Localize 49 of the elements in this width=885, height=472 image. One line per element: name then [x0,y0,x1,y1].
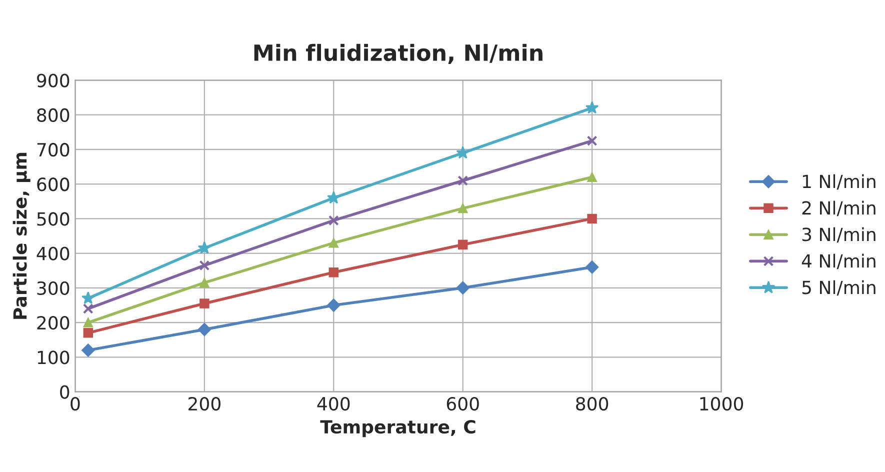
y-tick-label: 800 [37,108,70,122]
point [456,281,470,295]
point [327,190,340,204]
point [587,214,597,224]
y-tick-label: 400 [36,246,70,260]
point [585,260,599,274]
point [200,298,210,308]
x-tick-label: 600 [446,396,479,411]
point [456,146,470,159]
y-tick-label: 0 [60,385,70,399]
point [83,328,94,338]
x-axis-title: Temperature, C [320,420,476,438]
legend-label: 1 Nl/min [802,174,876,190]
point [82,303,94,314]
x-tick-label: 400 [317,396,350,411]
point [198,241,212,254]
y-tick-label: 100 [38,350,70,364]
y-tick-label: 900 [37,74,70,88]
point [587,172,597,182]
legend-label: 5 Nl/min [802,280,876,296]
point [327,298,340,312]
x-tick-label: 1000 [700,396,744,411]
point [328,238,339,248]
point [458,203,468,214]
y-tick-label: 200 [37,316,70,330]
point [83,318,94,328]
point [82,291,95,304]
point [458,175,468,186]
legend-label: 2 Nl/min [802,200,876,216]
y-axis-title: Particle size, µm [12,152,30,319]
point [200,278,210,288]
legend-label: 3 Nl/min [802,227,876,243]
y-tick-label: 300 [37,281,70,296]
point [199,260,210,271]
point [458,240,468,250]
y-tick-label: 500 [37,212,70,226]
legend-label: 4 Nl/min [802,254,876,270]
point [82,344,95,357]
y-tick-label: 600 [37,178,70,192]
y-tick-label: 700 [37,142,70,157]
chart-title: Min fluidization, Nl/min [254,44,542,64]
point [585,100,599,114]
x-tick-label: 200 [188,396,220,411]
point [328,215,339,226]
x-tick-label: 800 [576,396,608,411]
point [198,322,212,336]
x-tick-label: 0 [70,396,80,411]
point [328,267,339,278]
point [586,136,598,146]
